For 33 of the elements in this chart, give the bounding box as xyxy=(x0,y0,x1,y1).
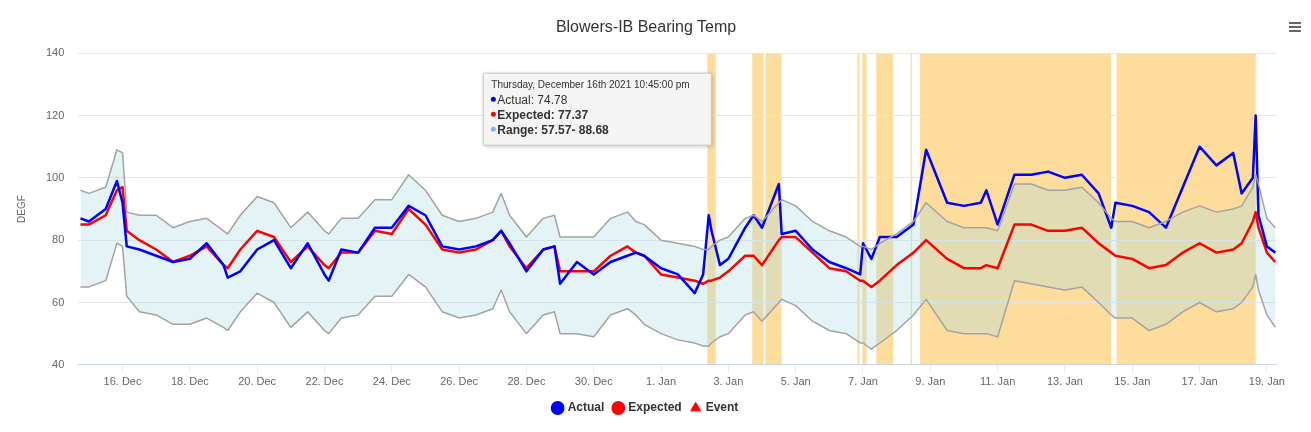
annotation: Thursday, December 16th 2021 10:45:00 pm xyxy=(491,78,690,90)
annotation: Actual: 74.78 xyxy=(497,92,568,107)
x-tick-label: 18. Dec xyxy=(170,375,210,388)
x-tick-label: 20. Dec xyxy=(238,375,277,388)
y-tick-label: 100 xyxy=(45,170,65,183)
y-tick-label: 120 xyxy=(45,108,65,121)
x-tick-label: 28. Dec xyxy=(507,375,546,388)
y-axis-title: DEGF xyxy=(15,195,27,223)
x-tick-label: 7. Jan xyxy=(848,375,878,388)
x-tick-label: 1. Jan xyxy=(646,375,677,388)
y-tick-label: 140 xyxy=(45,46,65,59)
x-tick-label: 11. Jan xyxy=(979,375,1016,388)
x-tick-label: 15. Jan xyxy=(1114,375,1151,388)
y-tick-label: 60 xyxy=(52,295,65,308)
x-tick-label: 13. Jan xyxy=(1046,375,1083,388)
annotation: Range: 57.57- 88.68 xyxy=(497,122,610,137)
y-tick-label: 80 xyxy=(52,233,65,246)
legend-label: Expected xyxy=(628,400,682,415)
x-tick-label: 5. Jan xyxy=(780,375,811,388)
chart-title: Blowers-IB Bearing Temp xyxy=(555,18,737,36)
legend-label: Actual xyxy=(567,400,605,415)
legend-label: Event xyxy=(705,400,739,415)
x-tick-label: 24. Dec xyxy=(372,375,412,388)
y-tick-label: 40 xyxy=(52,357,65,370)
x-tick-label: 26. Dec xyxy=(440,375,479,388)
x-tick-label: 17. Jan xyxy=(1181,375,1218,388)
x-tick-label: 30. Dec xyxy=(574,375,614,388)
x-tick-label: 22. Dec xyxy=(305,375,344,388)
x-tick-label: 19. Jan xyxy=(1248,375,1285,388)
x-tick-label: 3. Jan xyxy=(713,375,744,388)
x-tick-label: 16. Dec xyxy=(103,375,142,388)
annotation: Expected: 77.37 xyxy=(497,107,589,122)
x-tick-label: 9. Jan xyxy=(915,375,946,388)
